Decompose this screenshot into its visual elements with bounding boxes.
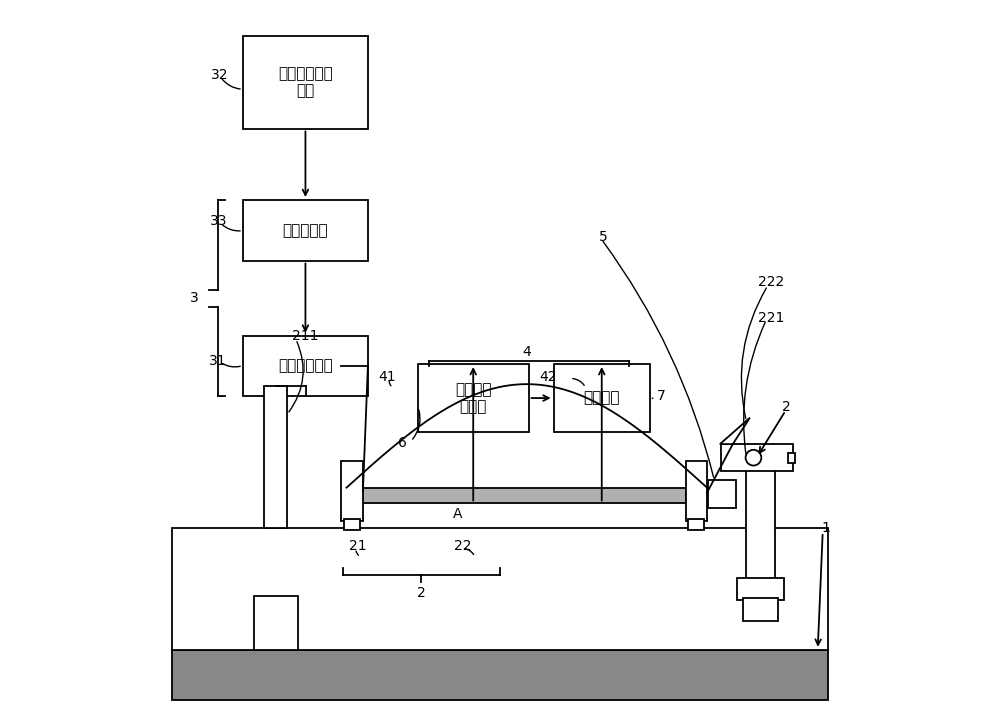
Text: 机械振动装置: 机械振动装置: [278, 358, 333, 373]
FancyBboxPatch shape: [788, 453, 795, 463]
Text: A: A: [453, 507, 463, 521]
FancyBboxPatch shape: [341, 461, 363, 521]
Polygon shape: [720, 418, 750, 444]
Text: 1: 1: [821, 521, 830, 536]
Text: 处理模块: 处理模块: [583, 391, 620, 406]
Text: 5: 5: [599, 230, 607, 244]
Text: 22: 22: [454, 539, 471, 553]
FancyBboxPatch shape: [686, 461, 707, 521]
FancyBboxPatch shape: [737, 578, 784, 600]
FancyBboxPatch shape: [746, 446, 775, 582]
Text: 33: 33: [210, 214, 228, 228]
Text: 31: 31: [209, 353, 227, 368]
Text: 2: 2: [782, 400, 791, 414]
FancyBboxPatch shape: [344, 519, 360, 530]
FancyBboxPatch shape: [688, 519, 704, 530]
Text: 211: 211: [292, 328, 318, 343]
FancyBboxPatch shape: [172, 650, 828, 700]
Text: 32: 32: [211, 68, 228, 82]
FancyBboxPatch shape: [243, 200, 368, 261]
Text: 222: 222: [758, 275, 785, 289]
Text: 21: 21: [349, 539, 366, 553]
Text: 7: 7: [657, 389, 666, 403]
FancyBboxPatch shape: [264, 386, 287, 528]
FancyBboxPatch shape: [418, 364, 529, 432]
FancyBboxPatch shape: [243, 36, 368, 129]
Text: 4: 4: [523, 345, 532, 359]
FancyBboxPatch shape: [743, 598, 778, 621]
Text: 3: 3: [190, 291, 199, 305]
FancyBboxPatch shape: [172, 528, 828, 650]
FancyBboxPatch shape: [554, 364, 650, 432]
Text: 电信号获
得模块: 电信号获 得模块: [455, 382, 491, 414]
Text: 功率放大器: 功率放大器: [283, 223, 328, 238]
Text: 41: 41: [379, 370, 396, 384]
FancyBboxPatch shape: [243, 336, 368, 396]
Text: 6: 6: [398, 436, 407, 450]
Text: 42: 42: [539, 370, 557, 384]
Text: 221: 221: [758, 311, 785, 325]
FancyBboxPatch shape: [254, 596, 298, 650]
FancyBboxPatch shape: [721, 444, 793, 471]
FancyBboxPatch shape: [361, 488, 686, 503]
FancyBboxPatch shape: [708, 480, 736, 508]
Text: 2: 2: [417, 585, 426, 600]
Text: 振动信号发生
装置: 振动信号发生 装置: [278, 66, 333, 99]
